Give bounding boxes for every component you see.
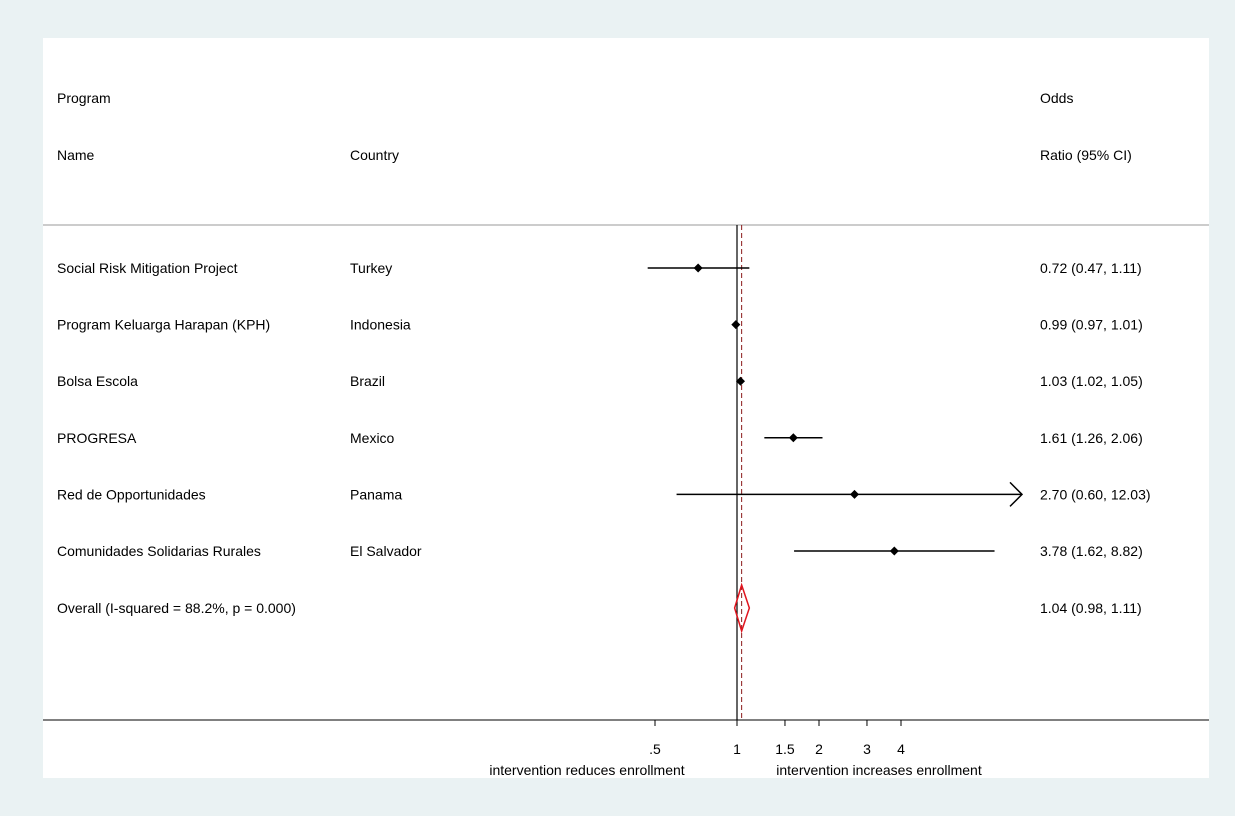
- point-estimate-marker: [788, 433, 798, 443]
- study-program-name: Social Risk Mitigation Project: [57, 260, 238, 276]
- study-ci-label: 0.99 (0.97, 1.01): [1040, 317, 1143, 333]
- x-tick-label: 2: [815, 741, 823, 757]
- study-ci-label: 1.61 (1.26, 2.06): [1040, 430, 1143, 446]
- study-row: PROGRESA Mexico 1.61 (1.26, 2.06): [57, 430, 1143, 446]
- study-program-name: PROGRESA: [57, 430, 137, 446]
- x-tick-label: 4: [897, 741, 905, 757]
- point-estimate-marker: [693, 263, 703, 273]
- x-axis-ticks: .5 1 1.5 2 3 4: [649, 720, 905, 757]
- study-rows: Social Risk Mitigation Project Turkey 0.72…: [57, 260, 1151, 559]
- plot-panel: Program Name Country Odds Ratio (95% CI)…: [43, 38, 1209, 778]
- overall-ci-label: 1.04 (0.98, 1.11): [1040, 600, 1142, 616]
- overall-diamond: [733, 582, 751, 634]
- point-estimate-marker: [889, 546, 899, 556]
- header-ratio-ci: Ratio (95% CI): [1040, 147, 1132, 163]
- header-country: Country: [350, 147, 399, 163]
- increases-note: intervention increases enrollment: [776, 762, 982, 778]
- header-program: Program: [57, 90, 111, 106]
- study-program-name: Comunidades Solidarias Rurales: [57, 543, 261, 559]
- study-ci-label: 1.03 (1.02, 1.05): [1040, 373, 1143, 389]
- header-odds: Odds: [1040, 90, 1073, 106]
- study-row: Comunidades Solidarias Rurales El Salvado…: [57, 543, 1143, 559]
- study-ci-label: 2.70 (0.60, 12.03): [1040, 486, 1151, 502]
- x-tick-label: 1: [733, 741, 741, 757]
- study-country: Panama: [350, 486, 402, 502]
- study-program-name: Program Keluarga Harapan (KPH): [57, 317, 270, 333]
- point-estimate-marker: [850, 489, 860, 499]
- study-row: Bolsa Escola Brazil 1.03 (1.02, 1.05): [57, 373, 1143, 389]
- study-ci-label: 3.78 (1.62, 8.82): [1040, 543, 1143, 559]
- forest-plot: Program Name Country Odds Ratio (95% CI)…: [43, 90, 1209, 778]
- study-country: Indonesia: [350, 317, 411, 333]
- x-tick-label: 1.5: [775, 741, 795, 757]
- study-row: Social Risk Mitigation Project Turkey 0.72…: [57, 260, 1142, 276]
- overall-label: Overall (I-squared = 88.2%, p = 0.000): [57, 600, 296, 616]
- study-row: Red de Opportunidades Panama 2.70 (0.60, 1…: [57, 481, 1151, 507]
- point-estimate-marker: [735, 376, 745, 386]
- study-country: El Salvador: [350, 543, 422, 559]
- study-program-name: Red de Opportunidades: [57, 486, 206, 502]
- study-ci-label: 0.72 (0.47, 1.11): [1040, 260, 1142, 276]
- x-tick-label: .5: [649, 741, 661, 757]
- study-country: Turkey: [350, 260, 392, 276]
- study-country: Mexico: [350, 430, 395, 446]
- x-tick-label: 3: [863, 741, 871, 757]
- study-program-name: Bolsa Escola: [57, 373, 138, 389]
- point-estimate-marker: [731, 320, 741, 330]
- reduces-note: intervention reduces enrollment: [489, 762, 684, 778]
- header-name: Name: [57, 147, 95, 163]
- ci-truncation-arrow: [1009, 481, 1024, 507]
- study-row: Program Keluarga Harapan (KPH) Indonesia 0…: [57, 317, 1143, 333]
- study-country: Brazil: [350, 373, 385, 389]
